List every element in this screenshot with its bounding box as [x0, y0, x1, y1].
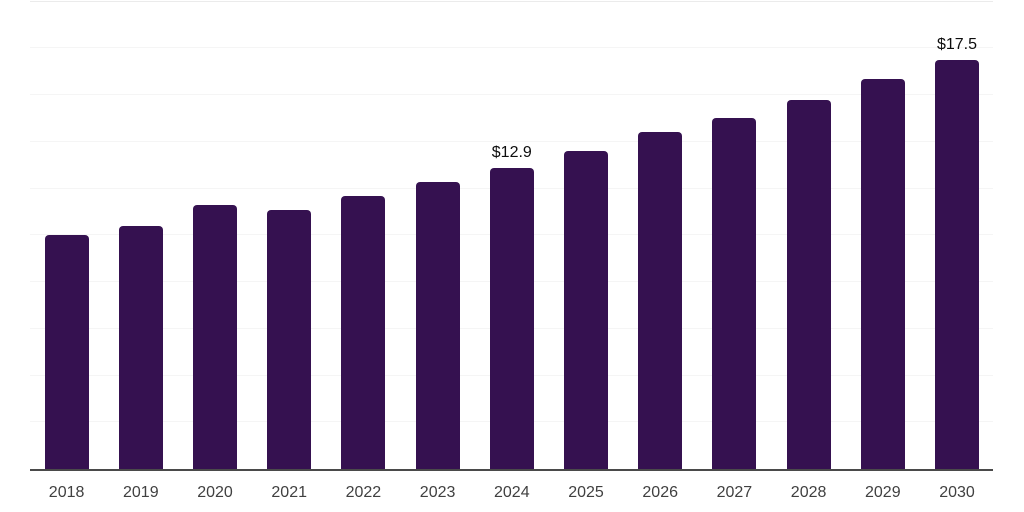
gridline-14 — [30, 140, 993, 142]
bar-2021 — [267, 209, 312, 469]
bar-2028 — [786, 99, 831, 469]
bar-2030 — [935, 60, 979, 469]
gridline-16 — [30, 94, 993, 96]
gridline-20 — [30, 0, 993, 2]
x-tick-2020: 2020 — [197, 484, 233, 501]
bar-2025 — [564, 151, 608, 469]
x-tick-2027: 2027 — [716, 484, 753, 501]
bar-2020 — [193, 204, 237, 469]
x-tick-2018: 2018 — [48, 484, 85, 501]
x-tick-2019: 2019 — [123, 484, 159, 501]
bar-2019 — [118, 225, 163, 469]
bar-2024 — [489, 167, 534, 469]
x-tick-2024: 2024 — [494, 484, 530, 501]
bar-2022 — [341, 195, 386, 469]
value-label-2030: $17.5 — [936, 36, 978, 54]
bar-2018 — [44, 235, 89, 469]
x-tick-2022: 2022 — [345, 484, 382, 501]
x-tick-2025: 2025 — [568, 484, 604, 501]
x-tick-2030: 2030 — [939, 484, 975, 501]
x-tick-2028: 2028 — [790, 484, 827, 501]
x-axis: 2018 2019 2020 2021 2022 2023 2024 2025 2026 2027… — [30, 471, 993, 512]
value-label-2024: $12.9 — [491, 143, 532, 161]
x-tick-2021: 2021 — [271, 484, 307, 501]
bar-2029 — [860, 78, 905, 469]
bar-2023 — [415, 181, 460, 469]
plot-area: $12.9 $17.5 — [30, 0, 993, 471]
x-tick-2023: 2023 — [419, 484, 456, 501]
x-tick-2026: 2026 — [642, 484, 678, 501]
bar-2027 — [712, 118, 757, 469]
bar-2026 — [638, 132, 683, 469]
x-tick-2029: 2029 — [865, 484, 901, 501]
gridline-18 — [30, 47, 993, 49]
